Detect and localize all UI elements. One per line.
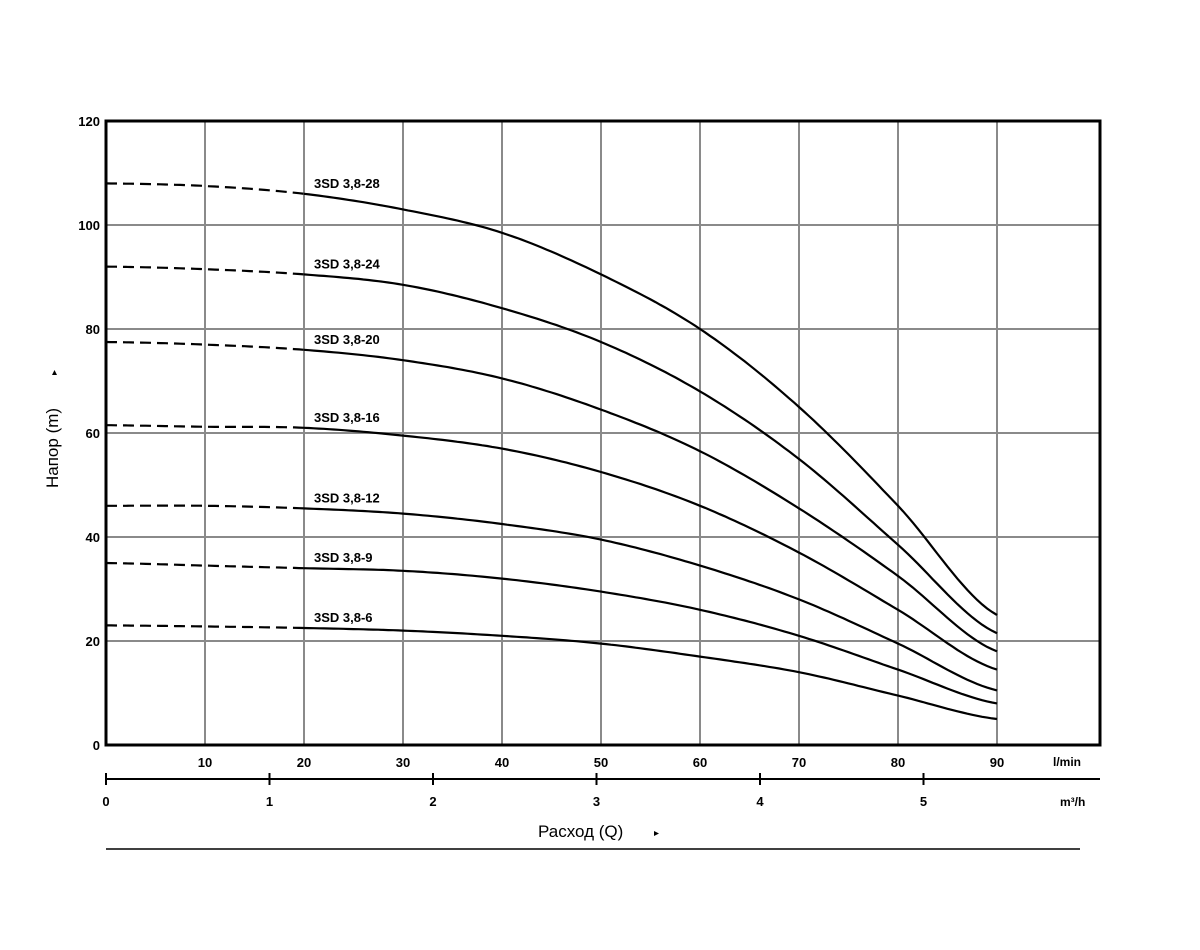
x2-tick-label: 5 [920,794,927,809]
y-tick-label: 120 [78,114,100,129]
x-tick-label: 50 [594,755,608,770]
x-tick-label: 10 [198,755,212,770]
series-labels: 3SD 3,8-28 3SD 3,8-24 3SD 3,8-20 3SD 3,8-16… [314,176,381,625]
x-axis-title: Расход (Q) [538,822,623,841]
x-tick-label: 20 [297,755,311,770]
x2-tick-label: 2 [429,794,436,809]
x2-tick-label: 0 [102,794,109,809]
series-label: 3SD 3,8-9 [314,550,373,565]
curve-series [303,426,998,671]
y-tick-label: 40 [86,530,100,545]
x-unit-secondary: m³/h [1060,795,1085,809]
series-label: 3SD 3,8-6 [314,610,373,625]
x-axis-arrow [654,831,659,836]
curves [105,182,998,721]
y-tick-label: 100 [78,218,100,233]
y-tick-label: 0 [93,738,100,753]
x-unit-primary: l/min [1053,755,1081,769]
x2-tick-label: 4 [756,794,764,809]
x-tick-label: 60 [693,755,707,770]
grid [106,121,1100,745]
x-tick-label: 30 [396,755,410,770]
x2-tick-label: 1 [266,794,273,809]
y-axis-title: Напор (m) [43,408,62,488]
x-ticks: 10 20 30 40 50 60 70 80 90 [198,755,1004,770]
curve-series [303,567,998,705]
curve-series [303,507,998,692]
curve-series [303,192,998,616]
x-tick-label: 80 [891,755,905,770]
x-tick-label: 90 [990,755,1004,770]
y-tick-label: 80 [86,322,100,337]
series-label: 3SD 3,8-12 [314,490,380,505]
series-label: 3SD 3,8-20 [314,332,380,347]
x2-tick-label: 3 [593,794,600,809]
curve-series [303,626,998,721]
series-label: 3SD 3,8-24 [314,256,381,271]
y-tick-label: 20 [86,634,100,649]
x2-ticks: 0 1 2 3 4 5 [102,773,927,809]
series-label: 3SD 3,8-28 [314,176,380,191]
x-tick-label: 40 [495,755,509,770]
y-tick-label: 60 [86,426,100,441]
curve-series [303,348,998,653]
curve-series [303,273,998,635]
x-tick-label: 70 [792,755,806,770]
y-ticks: 0 20 40 60 80 100 120 [78,114,100,753]
plot-frame [104,119,1102,747]
series-label: 3SD 3,8-16 [314,410,380,425]
y-axis-arrow [52,370,57,375]
